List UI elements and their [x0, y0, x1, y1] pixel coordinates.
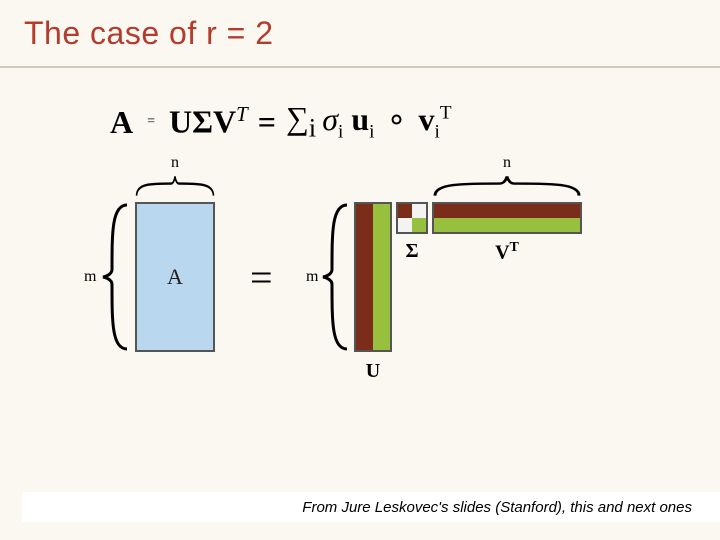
brace-top-vt — [432, 174, 582, 198]
n-label-a: n — [135, 154, 215, 172]
outer-product-icon: ∘ — [386, 101, 406, 137]
m-label-a: m — [84, 202, 96, 352]
matrix-u — [354, 202, 392, 352]
vt-row-1 — [434, 204, 580, 218]
formula-eq-small: = — [147, 114, 155, 130]
v-sub: i — [434, 122, 439, 143]
sum-symbol: ∑ — [286, 100, 309, 136]
svd-diagram: n m A = m — [0, 160, 720, 420]
brace-left-a — [100, 202, 130, 352]
u-vec: u — [351, 101, 369, 137]
formula-summand: σi ui ∘ viT — [322, 100, 451, 143]
sigma-cell-12 — [412, 204, 426, 218]
v-sup: T — [440, 103, 452, 124]
svd-formula: A = UΣVT = ∑i σi ui ∘ viT — [110, 92, 452, 152]
v-vec: v — [418, 101, 434, 137]
formula-eq-big: = — [258, 104, 276, 141]
brace-top-a — [135, 174, 215, 198]
sigma-sub: i — [338, 122, 343, 143]
matrix-vt — [432, 202, 582, 234]
matrix-vt-label: VT — [432, 240, 582, 265]
matrix-sigma-label: Σ — [392, 240, 432, 263]
formula-sum: ∑i — [286, 100, 316, 143]
matrix-sigma — [396, 202, 428, 234]
u-column-1 — [356, 204, 373, 350]
u-column-2 — [373, 204, 390, 350]
slide-title: The case of r = 2 — [0, 0, 720, 68]
diagram-equals: = — [250, 202, 273, 352]
u-sub: i — [369, 122, 374, 143]
brace-left-u — [320, 202, 350, 352]
matrix-a-label: A — [137, 264, 213, 290]
sigma-cell-22 — [412, 218, 426, 232]
slide: The case of r = 2 A = UΣVT = ∑i σi ui ∘ … — [0, 0, 720, 540]
footer-strip: From Jure Leskovec's slides (Stanford), … — [22, 492, 720, 522]
sum-sub: i — [309, 113, 316, 143]
formula-a: A — [110, 104, 133, 141]
footer-attribution: From Jure Leskovec's slides (Stanford), … — [302, 499, 692, 516]
matrix-a: A — [135, 202, 215, 352]
vt-row-2 — [434, 218, 580, 232]
sigma-sym: σ — [322, 101, 338, 137]
vt-label-sup: T — [510, 240, 519, 255]
formula-usvt-sup: T — [236, 103, 248, 126]
m-label-u: m — [306, 202, 318, 352]
sigma-cell-11 — [398, 204, 412, 218]
formula-usvt-base: UΣV — [169, 104, 236, 140]
formula-usvt: UΣVT — [169, 103, 248, 141]
matrix-u-label: U — [354, 360, 392, 383]
n-label-vt: n — [432, 154, 582, 172]
vt-label-base: V — [495, 242, 509, 264]
sigma-cell-21 — [398, 218, 412, 232]
